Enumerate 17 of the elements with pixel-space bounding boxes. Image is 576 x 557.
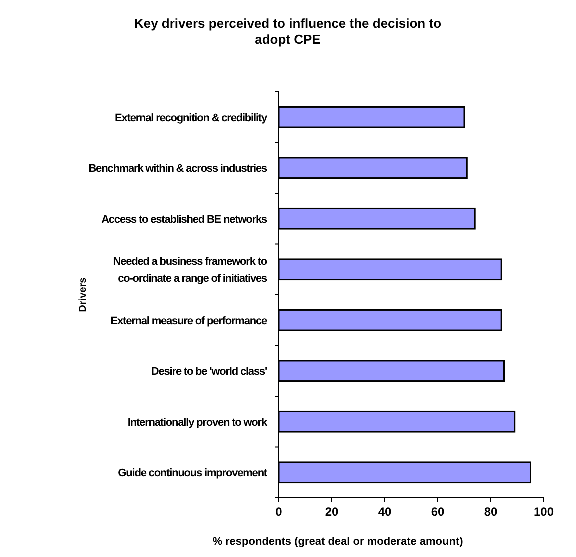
x-tick-label: 80 (484, 505, 498, 519)
y-axis-title: Drivers (78, 277, 89, 312)
x-tick-label: 40 (378, 505, 392, 519)
x-tick-label: 60 (431, 505, 445, 519)
y-tick-label: Access to established BE networks (102, 214, 268, 226)
y-tick-label: Needed a business framework to co-ordinate a range of initiatives (113, 256, 268, 286)
y-tick-label: Benchmark within & across industries (88, 163, 268, 176)
x-tick-label: 0 (276, 505, 283, 519)
x-tick-label: 100 (534, 505, 554, 519)
chart-title: Key drivers perceived to influence the decision to adopt CPE (134, 16, 442, 47)
x-tick-label: 20 (325, 505, 339, 519)
y-tick-label: External measure of performance (110, 315, 268, 328)
y-tick-label: Desire to be 'world class' (151, 366, 268, 378)
y-tick-label: Internationally proven to work (128, 416, 268, 429)
y-tick-label: Guide continuous improvement (118, 468, 268, 480)
x-axis-title: % respondents (great deal or moderate amount) (212, 536, 464, 548)
y-tick-label: External recognition & credibility (115, 112, 268, 124)
